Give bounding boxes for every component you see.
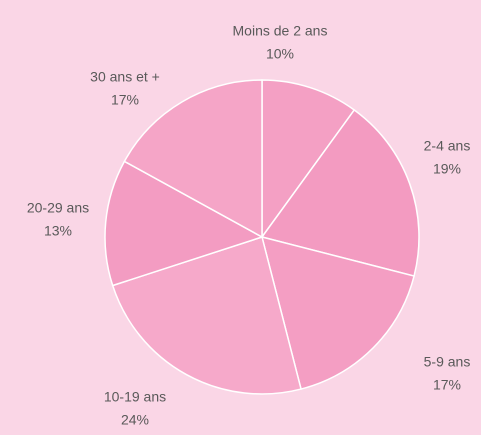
pie-slice [261,79,356,240]
slice-value-label: 24% [121,412,149,428]
pie-slice [104,160,264,287]
slice-value-label: 17% [433,377,461,393]
slice-category-label: Moins de 2 ans [233,23,328,39]
slice-category-label: 20-29 ans [27,200,89,216]
slice-category-label: 5-9 ans [424,354,471,370]
slice-category-label: 10-19 ans [104,389,166,405]
pie-slice [111,236,302,395]
pie-slice [260,235,415,390]
pie-slice [123,79,263,239]
slice-value-label: 13% [44,223,72,239]
pie-slice [260,108,420,277]
slice-category-label: 2-4 ans [424,138,471,154]
slice-value-label: 10% [266,46,294,62]
slice-category-label: 30 ans et + [90,69,160,85]
slice-value-label: 19% [433,161,461,177]
slice-value-label: 17% [111,92,139,108]
